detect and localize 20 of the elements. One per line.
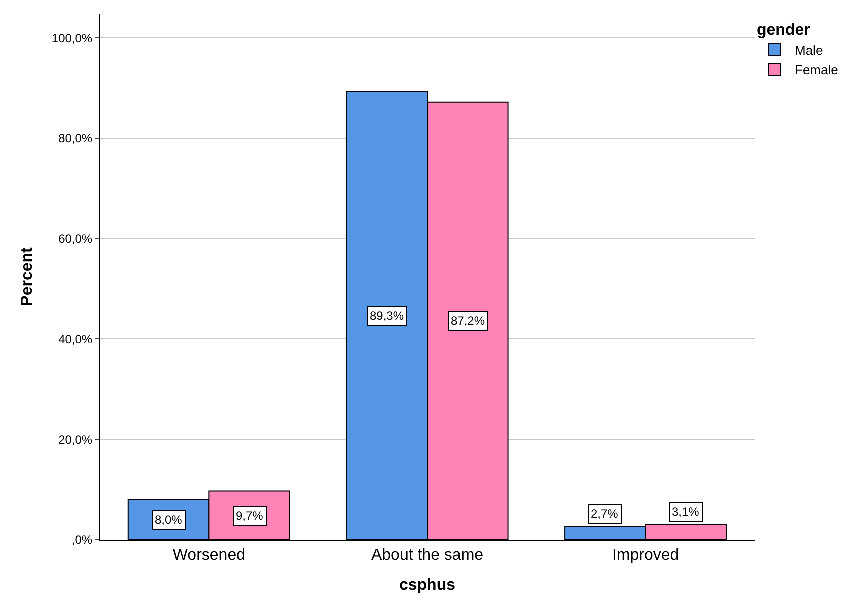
- legend-label: Male: [795, 42, 824, 58]
- y-tick-label: 60,0%: [58, 232, 93, 246]
- x-tick-label: About the same: [371, 547, 484, 564]
- data-label: 9,7%: [236, 509, 264, 523]
- y-tick-label: 100,0%: [52, 31, 93, 46]
- data-label: 87,2%: [451, 314, 486, 328]
- data-label: 3,1%: [672, 505, 700, 519]
- y-axis-title: Percent: [18, 246, 36, 306]
- legend-title: gender: [757, 22, 810, 39]
- legend-label: Female: [795, 62, 838, 78]
- x-tick-label: Worsened: [172, 547, 246, 564]
- y-tick-label: 80,0%: [58, 132, 93, 146]
- data-label: 8,0%: [155, 513, 183, 527]
- data-label: 89,3%: [370, 309, 404, 323]
- x-axis-title: csphus: [399, 576, 456, 594]
- y-tick-label: 20,0%: [58, 432, 93, 447]
- y-tick-label: 40,0%: [58, 332, 93, 346]
- y-tick-label: ,0%: [72, 533, 93, 548]
- x-tick-label: Improved: [612, 547, 680, 564]
- data-label: 2,7%: [591, 507, 619, 521]
